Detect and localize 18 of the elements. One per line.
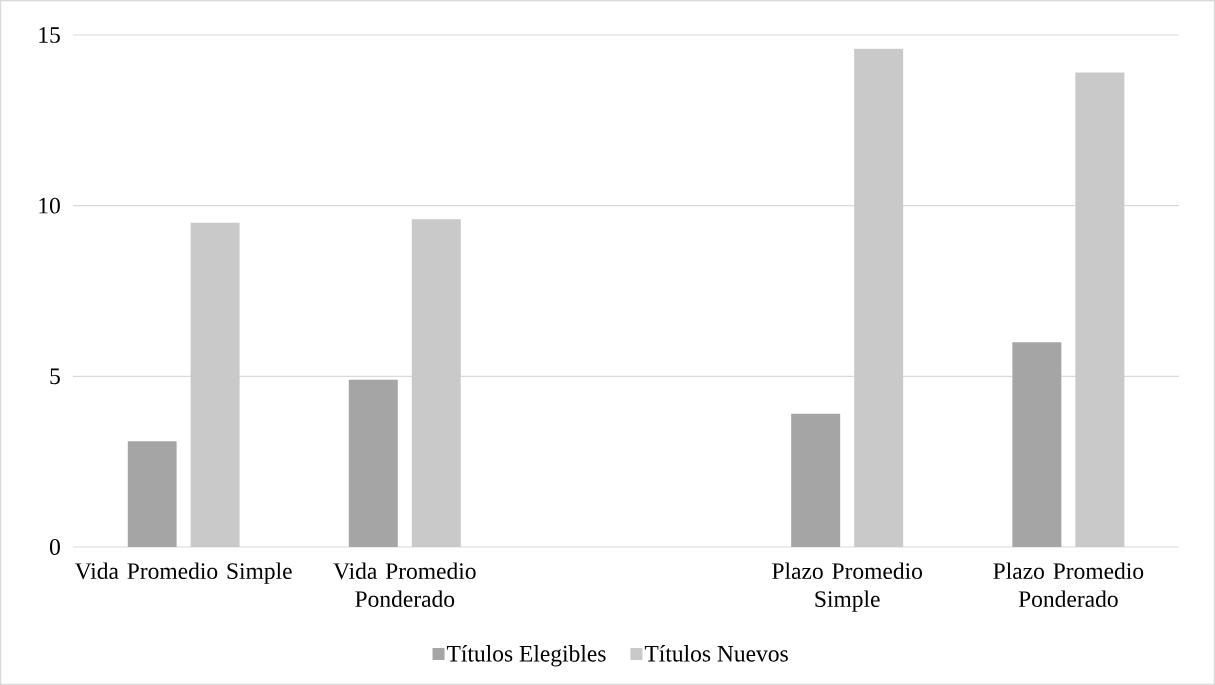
y-tick-label: 0 [49,539,60,555]
bar [1012,342,1062,547]
x-tick-label: Plazo Promedio Simple [772,562,922,612]
bar [411,219,461,547]
x-tick-label: Vida Promedio Simple [74,562,292,584]
y-tick-label: 5 [50,368,60,385]
bar [190,222,240,547]
bar [127,441,177,547]
bar [854,48,904,547]
y-tick-label: 10 [39,197,60,214]
legend-label: Títulos Elegibles [446,645,606,667]
bar [1075,72,1125,547]
legend-label: Títulos Nuevos [644,645,788,662]
bar [348,379,398,547]
y-tick-label: 15 [39,27,60,43]
x-tick-label: Plazo Promedio Ponderado [993,562,1144,608]
x-tick-label: Vida Promedio Ponderado [333,562,476,608]
bar [791,413,841,547]
